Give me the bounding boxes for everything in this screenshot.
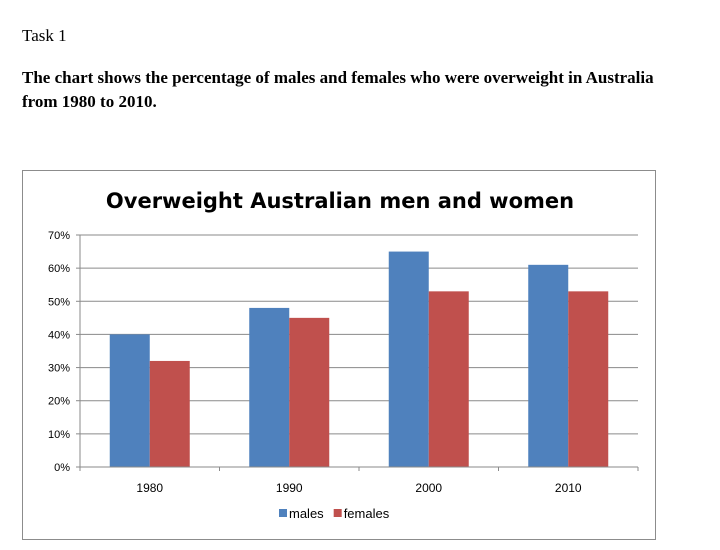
- y-tick-label: 60%: [48, 263, 70, 275]
- y-tick-label: 40%: [48, 329, 70, 341]
- y-tick-label: 10%: [48, 429, 70, 441]
- chart-svg: Overweight Australian men and women 0% 10…: [48, 189, 639, 521]
- y-tick-label: 70%: [48, 230, 70, 242]
- y-tick-label: 30%: [48, 363, 70, 375]
- y-tick-label: 20%: [48, 396, 70, 408]
- bar-males-1980: [109, 334, 150, 467]
- legend-swatch-males: [279, 509, 287, 517]
- chart-title: Overweight Australian men and women: [106, 189, 574, 213]
- task-prompt: The chart shows the percentage of males …: [22, 68, 654, 111]
- x-tick-label: 2010: [555, 481, 582, 495]
- chart-frame: Overweight Australian men and women 0% 10…: [22, 170, 656, 540]
- x-axis-ticks: 1980 1990 2000 2010: [79, 467, 639, 495]
- legend-label-females: females: [344, 506, 390, 521]
- legend: males females: [279, 506, 390, 521]
- task-label: Task 1: [22, 26, 67, 45]
- bar-males-2000: [388, 251, 429, 467]
- x-tick-label: 1990: [276, 481, 303, 495]
- bar-females-2010: [568, 291, 609, 467]
- legend-swatch-females: [333, 509, 342, 517]
- bar-females-1990: [289, 317, 330, 467]
- y-axis-ticks: 0% 10% 20% 30% 40% 50% 60% 70%: [48, 230, 80, 474]
- x-tick-label: 2000: [415, 481, 442, 495]
- legend-label-males: males: [289, 506, 324, 521]
- bar-females-2000: [428, 291, 469, 467]
- x-tick-label: 1980: [136, 481, 163, 495]
- y-tick-label: 50%: [48, 296, 70, 308]
- y-tick-label: 0%: [54, 462, 70, 474]
- bar-males-1990: [249, 307, 290, 467]
- bars: [109, 251, 609, 467]
- bar-females-1980: [149, 360, 190, 467]
- bar-males-2010: [528, 264, 569, 467]
